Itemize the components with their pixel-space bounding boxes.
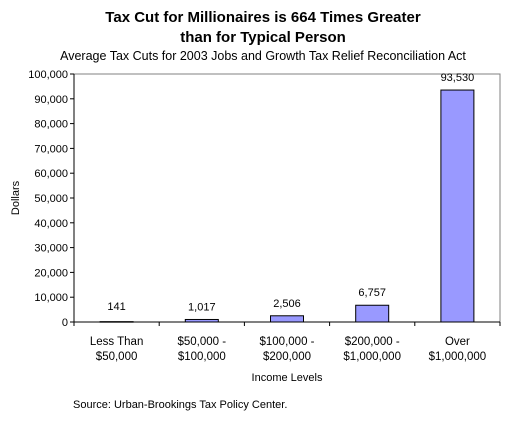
y-tick-label: 70,000 — [34, 143, 68, 155]
bar — [355, 304, 390, 323]
y-tick-label: 0 — [62, 317, 68, 329]
bar — [184, 318, 219, 323]
bar — [440, 89, 475, 323]
plot-area — [73, 73, 501, 323]
data-label: 6,757 — [358, 287, 386, 299]
x-tick-label: $200,000 — [263, 351, 311, 363]
y-tick-label: 30,000 — [34, 243, 68, 255]
y-tick-label: 80,000 — [34, 119, 68, 131]
y-tick-label: 20,000 — [34, 267, 68, 279]
x-tick-label: Over — [445, 336, 470, 348]
x-tick-label: $100,000 — [178, 351, 226, 363]
data-label: 93,530 — [441, 72, 475, 84]
y-tick-label: 40,000 — [34, 218, 68, 230]
x-tick-label: $100,000 - — [260, 336, 315, 348]
data-label: 2,506 — [273, 298, 301, 310]
y-tick-label: 60,000 — [34, 168, 68, 180]
chart-title-line-2: than for Typical Person — [180, 29, 346, 46]
source-note: Source: Urban-Brookings Tax Policy Cente… — [73, 399, 288, 411]
x-tick-label: Less Than — [90, 336, 144, 348]
y-tick-label: 10,000 — [34, 292, 68, 304]
data-label: 141 — [107, 301, 125, 313]
x-tick-label: $200,000 - — [345, 336, 400, 348]
x-tick-label: $1,000,000 — [429, 351, 487, 363]
bar — [99, 321, 134, 323]
bar — [270, 315, 304, 323]
y-tick-label: 90,000 — [34, 94, 68, 106]
y-tick-label: 50,000 — [34, 193, 68, 205]
chart-title-line-1: Tax Cut for Millionaires is 664 Times Gr… — [105, 9, 421, 26]
y-axis-title: Dollars — [10, 180, 22, 215]
x-tick-label: $50,000 — [96, 351, 138, 363]
x-tick-label: $50,000 - — [177, 336, 226, 348]
data-label: 1,017 — [188, 301, 216, 313]
chart-subtitle: Average Tax Cuts for 2003 Jobs and Growt… — [60, 49, 466, 63]
y-tick-label: 100,000 — [28, 69, 68, 81]
x-tick-label: $1,000,000 — [343, 351, 401, 363]
x-axis-title: Income Levels — [252, 372, 323, 384]
